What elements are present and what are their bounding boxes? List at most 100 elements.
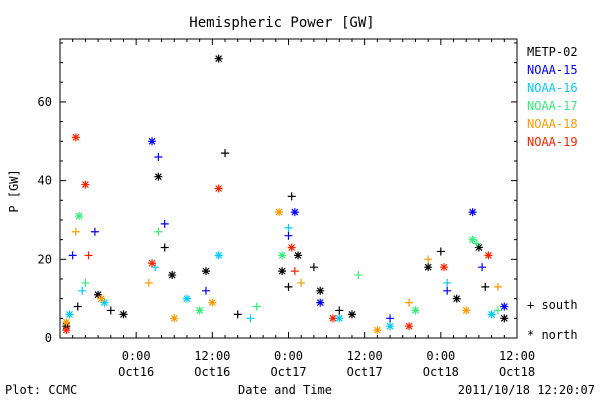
north-marker [316, 298, 325, 307]
x-tick-label-date: Oct17 [270, 365, 306, 379]
north-marker [373, 326, 382, 335]
x-axis-label: Date and Time [238, 383, 332, 397]
north-marker [97, 294, 106, 303]
north-marker [487, 310, 496, 319]
x-tick-label-date: Oct16 [118, 365, 154, 379]
north-marker [424, 263, 433, 272]
north-marker [214, 251, 223, 260]
north-marker [214, 184, 223, 193]
north-marker [440, 263, 449, 272]
footer-timestamp: 2011/10/18 12:20:07 [458, 383, 595, 397]
south-marker [201, 286, 210, 295]
south-marker [309, 263, 318, 272]
north-marker [170, 314, 179, 323]
south-marker [405, 298, 414, 307]
series-noaa-18 [62, 208, 502, 335]
south-marker [71, 227, 80, 236]
south-marker [284, 231, 293, 240]
north-marker [274, 208, 283, 217]
north-marker [278, 267, 287, 276]
series-noaa-17 [75, 212, 502, 315]
north-marker [168, 271, 177, 280]
south-marker [78, 286, 87, 295]
south-marker [436, 247, 445, 256]
south-marker [144, 278, 153, 287]
x-tick-label-time: 0:00 [426, 349, 455, 363]
north-marker [65, 310, 74, 319]
north-marker [500, 314, 509, 323]
north-marker [335, 314, 344, 323]
north-marker [148, 137, 157, 146]
south-marker [287, 192, 296, 201]
south-marker [493, 306, 502, 315]
south-marker [478, 263, 487, 272]
north-marker [94, 290, 103, 299]
north-marker [71, 133, 80, 142]
south-marker [354, 271, 363, 280]
south-marker [68, 251, 77, 260]
north-marker [75, 212, 84, 221]
north-marker [208, 298, 217, 307]
north-marker [468, 208, 477, 217]
south-marker [493, 282, 502, 291]
south-marker [284, 223, 293, 232]
north-marker [287, 243, 296, 252]
x-tick-label-time: 0:00 [122, 349, 151, 363]
plot-frame [59, 38, 518, 339]
north-marker [81, 180, 90, 189]
south-marker [154, 153, 163, 162]
north-marker [474, 243, 483, 252]
south-marker [386, 314, 395, 323]
north-marker [328, 314, 337, 323]
south-marker [154, 227, 163, 236]
south-marker [160, 243, 169, 252]
x-tick-label-time: 12:00 [347, 349, 383, 363]
y-axis-label: P [GW] [7, 169, 21, 212]
legend-entry: METP-02 [527, 45, 578, 59]
legend-entry: NOAA-16 [527, 81, 578, 95]
x-tick-label-date: Oct18 [499, 365, 535, 379]
south-marker [221, 149, 230, 158]
chart-title: Hemispheric Power [GW] [189, 15, 374, 31]
x-tick-label-date: Oct16 [194, 365, 230, 379]
legend: METP-02 NOAA-15 NOAA-16 NOAA-17 NOAA-18 NOAA-… [527, 45, 578, 342]
south-marker [233, 310, 242, 319]
north-marker [347, 310, 356, 319]
south-marker [481, 282, 490, 291]
south-marker [290, 267, 299, 276]
south-marker [335, 306, 344, 315]
north-marker [62, 326, 71, 335]
series-noaa-16 [65, 223, 496, 331]
x-tick-label-time: 12:00 [499, 349, 535, 363]
south-marker [424, 255, 433, 264]
north-marker [484, 251, 493, 260]
north-marker [316, 286, 325, 295]
south-marker [443, 286, 452, 295]
south-marker [252, 302, 261, 311]
footer-plot-credit: Plot: CCMC [5, 383, 77, 397]
north-marker [405, 322, 414, 331]
axes: 0 20 40 60 0:00 Oct16 12:00 Oct16 0:00 Oct17 12:00… [38, 38, 535, 379]
south-marker [90, 227, 99, 236]
north-marker [462, 306, 471, 315]
south-marker [246, 314, 255, 323]
y-tick-label: 60 [38, 95, 52, 109]
north-marker [154, 172, 163, 181]
x-tick-label-time: 0:00 [274, 349, 303, 363]
north-marker [182, 294, 191, 303]
north-marker [214, 54, 223, 63]
x-tick-label-time: 12:00 [194, 349, 230, 363]
north-marker [386, 322, 395, 331]
south-marker [160, 219, 169, 228]
south-marker [297, 278, 306, 287]
south-marker [472, 239, 481, 248]
x-tick-label-date: Oct17 [347, 365, 383, 379]
south-marker [443, 278, 452, 287]
marker-legend-entry: * north [527, 328, 578, 342]
data-points [62, 54, 509, 335]
north-marker [452, 294, 461, 303]
legend-entry: NOAA-18 [527, 117, 578, 131]
legend-entry: NOAA-17 [527, 99, 578, 113]
north-marker [411, 306, 420, 315]
legend-entry: NOAA-15 [527, 63, 578, 77]
